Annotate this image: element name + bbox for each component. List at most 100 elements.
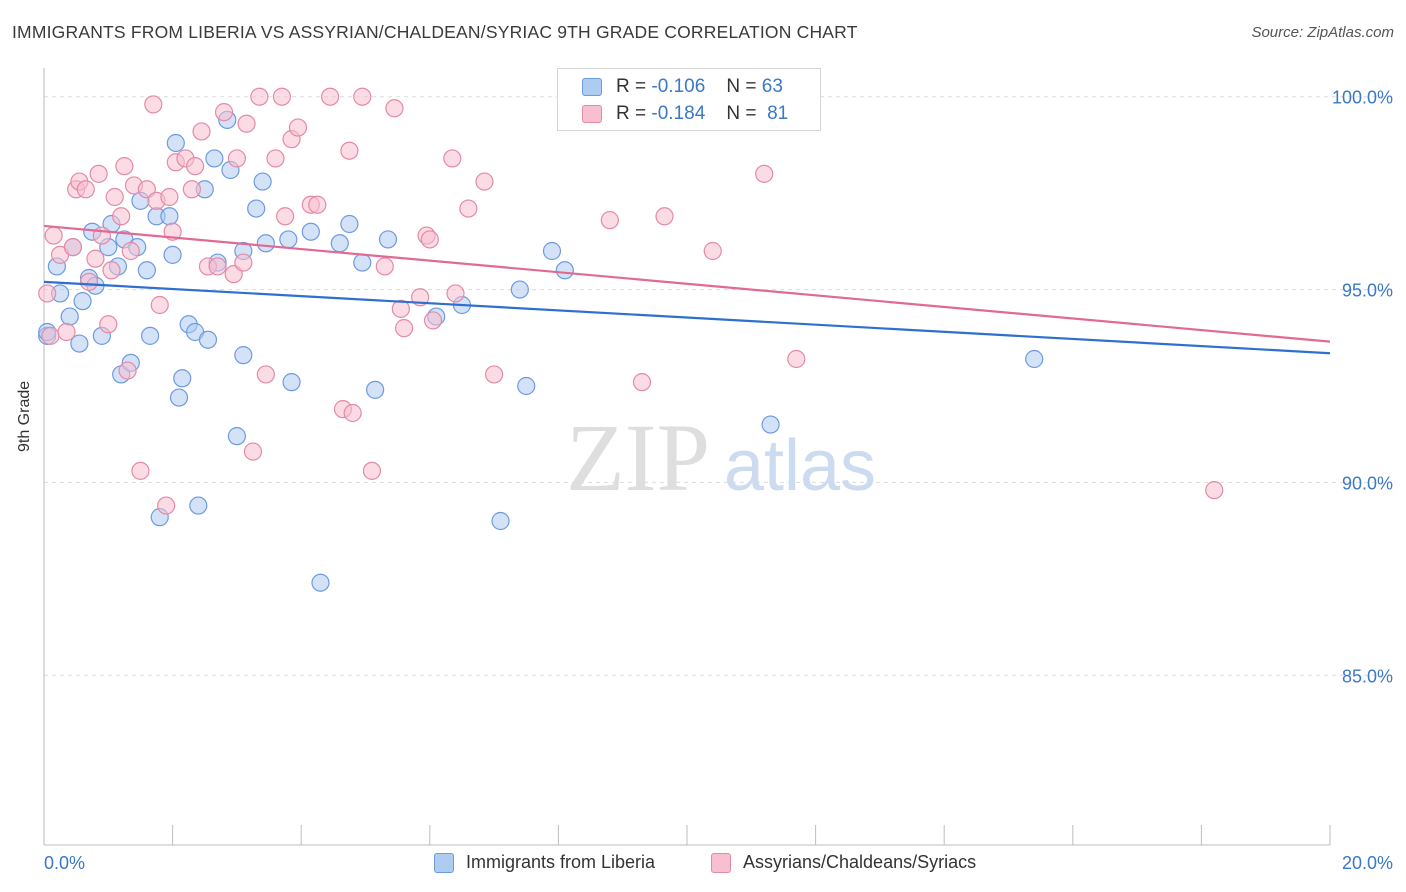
data-point-liberia [256,234,275,253]
data-point-assyrian [375,257,394,276]
data-point-assyrian [243,442,263,461]
data-point-assyrian [237,114,256,133]
data-point-assyrian [703,241,722,261]
data-point-assyrian [89,164,108,183]
data-point-assyrian [41,326,60,345]
data-point-assyrian [186,157,205,176]
data-point-liberia [205,149,224,168]
data-point-assyrian [446,284,465,303]
series-legend: Immigrants from Liberia Assyrians/Chalde… [0,852,1406,876]
chart-title: IMMIGRANTS FROM LIBERIA VS ASSYRIAN/CHAL… [12,22,858,42]
legend-swatch-assyrian [582,105,602,123]
data-point-assyrian [121,241,140,261]
legend-swatch-assyrian [711,852,731,873]
data-point-assyrian [115,157,134,176]
watermark-zip: ZIP [566,404,710,511]
data-point-liberia [1025,349,1044,369]
legend-swatch-liberia [434,852,454,873]
data-point-liberia [340,214,359,234]
x-tick-label: 0.0% [44,853,85,873]
data-point-assyrian [655,207,674,226]
legend-r-label: R = [616,76,647,97]
data-point-assyrian [340,141,359,160]
data-point-liberia [166,133,185,153]
data-point-assyrian [163,222,182,241]
data-point-assyrian [394,319,414,338]
data-point-assyrian [321,87,340,106]
data-point-assyrian [234,253,253,272]
legend-r-label: R = [616,103,647,124]
data-point-liberia [160,207,179,226]
legend-row-assyrian: R = -0.184 N = 81 [582,102,788,126]
grid-lines [44,96,1392,676]
data-point-liberia [491,511,510,531]
data-point-assyrian [256,365,275,384]
data-point-assyrian [391,299,410,318]
data-point-assyrian [288,118,308,137]
data-point-assyrian [182,180,201,199]
data-point-liberia [73,292,92,311]
data-point-liberia [247,199,266,218]
data-point-assyrian [105,187,124,207]
data-point-liberia [555,261,574,280]
legend-item-liberia: Immigrants from Liberia [434,852,655,873]
data-point-liberia [60,307,79,326]
data-point-liberia [163,245,182,264]
data-point-liberia [517,376,536,396]
data-point-assyrian [755,164,774,183]
data-point-assyrian [214,103,234,122]
trend-line-liberia [43,280,1331,355]
trend-lines [43,224,1331,355]
source-label: Source: ZipAtlas.com [1251,24,1394,41]
data-point-assyrian [353,87,372,106]
y-tick-label: 100.0% [1332,88,1393,108]
data-point-assyrian [385,99,404,118]
data-point-liberia [140,326,160,345]
data-point-liberia [234,346,253,365]
stats-legend: R = -0.106 N = 63 R = -0.184 N = 81 [557,68,821,131]
axes [43,68,1331,846]
data-point-liberia [173,369,192,388]
data-point-assyrian [227,149,246,168]
legend-label-liberia: Immigrants from Liberia [466,852,656,872]
data-point-assyrian [787,349,806,369]
data-point-liberia [330,234,349,253]
data-point-assyrian [79,272,99,291]
data-point-assyrian [102,261,121,280]
data-point-liberia [282,373,301,392]
data-point-assyrian [272,87,292,106]
data-point-assyrian [250,87,269,106]
data-point-assyrian [131,461,150,480]
legend-n-label: N = [726,103,757,124]
data-point-assyrian [266,149,285,168]
data-point-liberia [169,388,189,407]
data-point-liberia [761,415,780,434]
x-tick-label: 20.0% [1342,853,1393,873]
data-point-assyrian [362,461,382,480]
legend-swatch-liberia [582,78,602,96]
data-point-liberia [542,241,562,261]
legend-n-label: N = [726,76,757,97]
data-point-assyrian [308,195,327,214]
legend-item-assyrian: Assyrians/Chaldeans/Syriacs [711,852,976,873]
data-point-assyrian [86,249,105,268]
y-tick-label: 90.0% [1342,473,1393,493]
data-point-assyrian [276,207,295,226]
data-point-assyrian [44,226,63,245]
data-point-assyrian [459,199,478,218]
data-point-liberia [198,330,218,349]
data-point-assyrian [38,284,57,303]
legend-r-value-liberia: -0.106 [651,76,706,97]
legend-n-value-assyrian: 81 [767,103,789,124]
y-tick-label: 95.0% [1342,281,1393,301]
legend-n-value-liberia: 63 [761,76,783,97]
watermark: ZIP atlas [566,404,876,511]
legend-row-liberia: R = -0.106 N = 63 [582,75,783,99]
data-point-assyrian [475,172,494,191]
data-point-assyrian [57,322,76,342]
data-points [38,87,1224,592]
data-point-liberia [70,334,89,353]
data-point-assyrian [632,373,652,392]
data-point-liberia [378,230,398,249]
